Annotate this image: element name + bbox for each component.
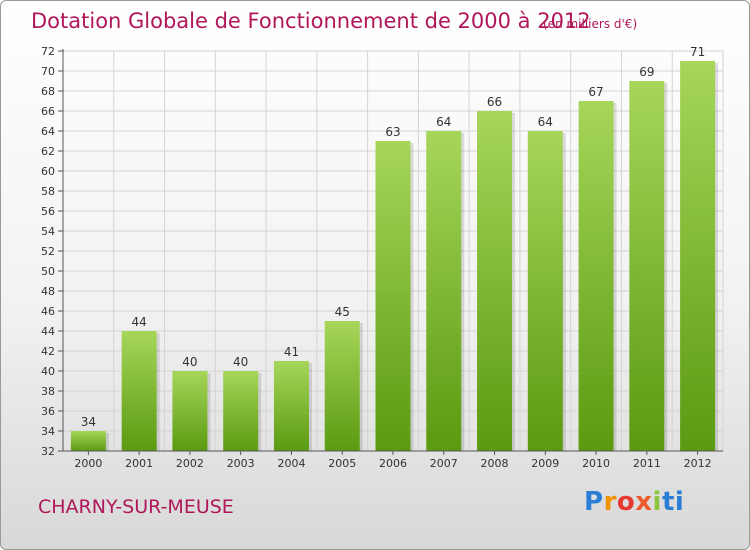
- x-tick-label: 2008: [481, 457, 509, 470]
- data-label: 44: [132, 315, 147, 329]
- bar: [426, 131, 462, 451]
- bar: [223, 371, 259, 451]
- bar: [578, 101, 614, 451]
- y-tick-label: 58: [41, 185, 55, 198]
- data-label: 64: [436, 115, 451, 129]
- y-tick-label: 54: [41, 225, 55, 238]
- y-tick-label: 50: [41, 265, 55, 278]
- y-tick-label: 68: [41, 85, 55, 98]
- data-label: 63: [385, 125, 400, 139]
- y-tick-label: 42: [41, 345, 55, 358]
- y-tick-label: 60: [41, 165, 55, 178]
- chart-title: Dotation Globale de Fonctionnement de 20…: [31, 9, 591, 33]
- proxiti-logo[interactable]: Proxiti: [584, 487, 684, 517]
- logo-letter: ti: [661, 487, 685, 517]
- data-label: 34: [81, 415, 96, 429]
- x-tick-label: 2007: [430, 457, 458, 470]
- logo-letter: P: [584, 487, 604, 517]
- y-tick-label: 64: [41, 125, 55, 138]
- bar: [121, 331, 157, 451]
- x-tick-label: 2009: [531, 457, 559, 470]
- bar: [680, 61, 716, 451]
- x-tick-label: 2012: [684, 457, 712, 470]
- bar: [172, 371, 208, 451]
- data-label: 64: [538, 115, 553, 129]
- chart-unit: (en milliers d'€): [543, 17, 638, 31]
- x-tick-label: 2006: [379, 457, 407, 470]
- bar: [273, 361, 309, 451]
- bar: [70, 431, 106, 451]
- x-tick-label: 2003: [227, 457, 255, 470]
- data-label: 41: [284, 345, 299, 359]
- data-label: 69: [639, 65, 654, 79]
- x-tick-label: 2002: [176, 457, 204, 470]
- y-tick-label: 62: [41, 145, 55, 158]
- bar: [324, 321, 360, 451]
- data-label: 45: [335, 305, 350, 319]
- data-label: 40: [233, 355, 248, 369]
- bar: [375, 141, 411, 451]
- x-tick-label: 2011: [633, 457, 661, 470]
- bar: [629, 81, 665, 451]
- bar: [477, 111, 513, 451]
- x-tick-label: 2004: [277, 457, 305, 470]
- y-tick-label: 56: [41, 205, 55, 218]
- data-label: 67: [588, 85, 603, 99]
- labels-group: 32 34 36 38 40 42 44 46 48 50 52 54 56 58 60 62 64 66 68 70…: [41, 45, 712, 470]
- x-tick-label: 2000: [74, 457, 102, 470]
- logo-letter: i: [652, 487, 662, 517]
- x-tick-label: 2010: [582, 457, 610, 470]
- logo-letter: r: [603, 487, 617, 517]
- logo-letter: o: [616, 487, 636, 517]
- y-tick-label: 46: [41, 305, 55, 318]
- x-tick-label: 2005: [328, 457, 356, 470]
- y-tick-label: 38: [41, 385, 55, 398]
- commune-name: CHARNY-SUR-MEUSE: [38, 496, 234, 518]
- y-tick-label: 34: [41, 425, 55, 438]
- y-tick-label: 70: [41, 65, 55, 78]
- y-tick-label: 44: [41, 325, 55, 338]
- y-tick-label: 52: [41, 245, 55, 258]
- data-label: 66: [487, 95, 502, 109]
- y-tick-label: 48: [41, 285, 55, 298]
- data-label: 71: [690, 45, 705, 59]
- data-label: 40: [182, 355, 197, 369]
- y-tick-label: 66: [41, 105, 55, 118]
- y-tick-label: 36: [41, 405, 55, 418]
- y-tick-label: 32: [41, 445, 55, 458]
- x-tick-label: 2001: [125, 457, 153, 470]
- y-tick-label: 40: [41, 365, 55, 378]
- bars-group: [70, 61, 719, 451]
- axes: [58, 49, 723, 455]
- logo-letter: x: [635, 487, 653, 517]
- bar: [527, 131, 563, 451]
- y-tick-label: 72: [41, 45, 55, 58]
